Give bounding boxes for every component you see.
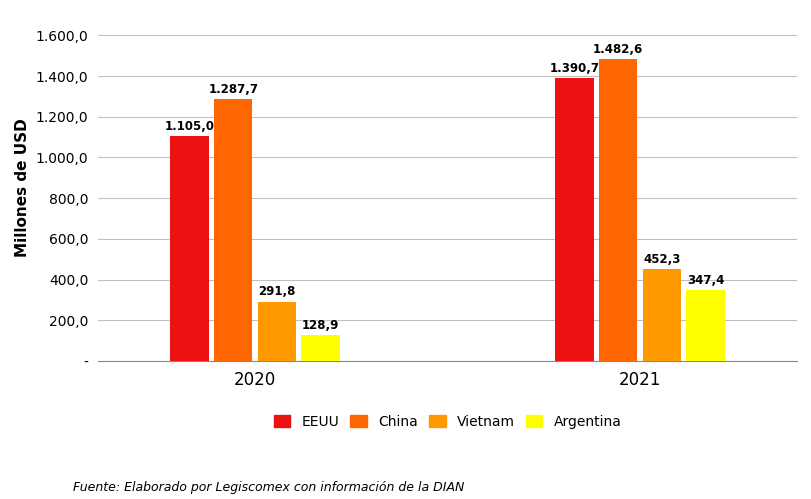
Text: 347,4: 347,4 [686, 274, 723, 287]
Text: 291,8: 291,8 [258, 285, 295, 298]
Bar [599, 59, 637, 361]
Bar [555, 78, 593, 361]
Text: 452,3: 452,3 [642, 253, 680, 266]
Bar [257, 301, 296, 361]
Text: 1.105,0: 1.105,0 [165, 120, 214, 133]
Bar [170, 136, 208, 361]
Text: 1.390,7: 1.390,7 [549, 62, 599, 75]
Text: 1.482,6: 1.482,6 [592, 43, 642, 56]
Text: Fuente: Elaborado por Legiscomex con información de la DIAN: Fuente: Elaborado por Legiscomex con inf… [73, 481, 464, 494]
Text: 1.287,7: 1.287,7 [208, 83, 258, 96]
Bar [642, 269, 680, 361]
Bar [214, 99, 252, 361]
Bar [301, 335, 339, 361]
Y-axis label: Millones de USD: Millones de USD [15, 119, 30, 257]
Bar [685, 290, 723, 361]
Text: 128,9: 128,9 [302, 319, 339, 332]
Legend: EEUU, China, Vietnam, Argentina: EEUU, China, Vietnam, Argentina [268, 409, 626, 435]
